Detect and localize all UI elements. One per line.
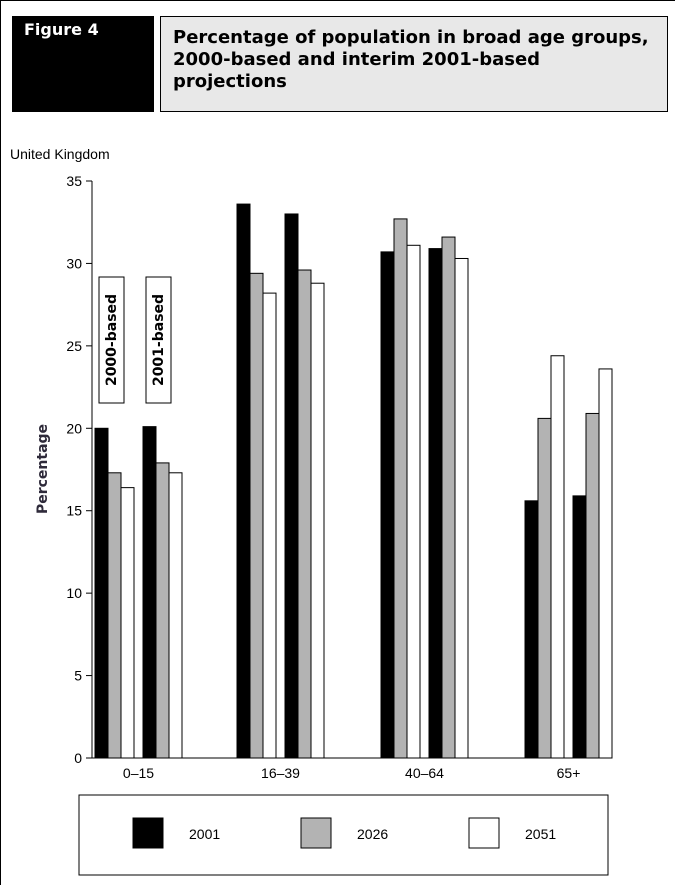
bar-2051-2000-based-3: [550, 355, 565, 759]
bar-2051-2001-based-2: [454, 257, 469, 759]
bar-2001-2000-based-0: [94, 427, 109, 759]
bar-2026-2001-based-3: [585, 412, 600, 759]
bar-2026-2000-based-0: [107, 472, 122, 759]
y-axis-title: Percentage: [35, 424, 51, 514]
chart-title: Percentage of population in broad age gr…: [160, 16, 668, 112]
bar-2001-2001-based-2: [428, 248, 443, 759]
x-tick-label: 16–39: [261, 765, 300, 781]
y-tick-label: 10: [66, 585, 82, 601]
y-tick-label: 0: [74, 750, 82, 766]
x-tick-label: 0–15: [123, 765, 154, 781]
x-tick-label: 40–64: [405, 765, 444, 781]
bar-2051-2000-based-1: [262, 292, 277, 759]
y-tick-label: 20: [66, 420, 82, 436]
bar-2026-2001-based-0: [155, 462, 170, 759]
y-tick-label: 30: [66, 255, 82, 271]
bar-2051-2001-based-3: [598, 368, 613, 759]
group-label-box: [145, 276, 172, 404]
bar-2001-2000-based-2: [380, 251, 395, 759]
group-label-2000-based: 2000-based: [104, 294, 120, 386]
group-label-2001-based: 2001-based: [151, 294, 167, 386]
y-tick-label: 25: [66, 338, 82, 354]
y-tick-label: 35: [66, 173, 82, 189]
legend-swatch-2001: [132, 817, 164, 849]
bar-2026-2000-based-2: [393, 218, 408, 759]
legend-swatch-2026: [300, 817, 332, 849]
bar-2026-2001-based-1: [297, 269, 312, 759]
y-tick-label: 15: [66, 503, 82, 519]
chart-subtitle: United Kingdom: [10, 146, 110, 162]
legend-box: [78, 794, 609, 876]
bar-2001-2000-based-1: [236, 203, 251, 759]
bar-2026-2000-based-1: [249, 272, 264, 759]
bar-2026-2001-based-2: [441, 236, 456, 759]
figure-label: Figure 4: [12, 16, 154, 112]
y-tick-label: 5: [74, 668, 82, 684]
bar-2001-2000-based-3: [524, 500, 539, 759]
group-label-box: [98, 276, 125, 404]
bar-2001-2001-based-1: [284, 213, 299, 759]
bar-2051-2001-based-1: [310, 282, 325, 759]
x-tick-label: 65+: [557, 765, 581, 781]
bar-2001-2001-based-0: [142, 426, 157, 759]
bar-2001-2001-based-3: [572, 495, 587, 759]
legend-swatch-2051: [468, 817, 500, 849]
legend-label-2026: 2026: [357, 826, 388, 842]
bar-2051-2000-based-2: [406, 244, 421, 759]
legend-label-2051: 2051: [525, 826, 556, 842]
bar-2051-2001-based-0: [168, 472, 183, 759]
bar-2051-2000-based-0: [120, 487, 135, 759]
legend-label-2001: 2001: [189, 826, 220, 842]
bar-2026-2000-based-3: [537, 417, 552, 759]
